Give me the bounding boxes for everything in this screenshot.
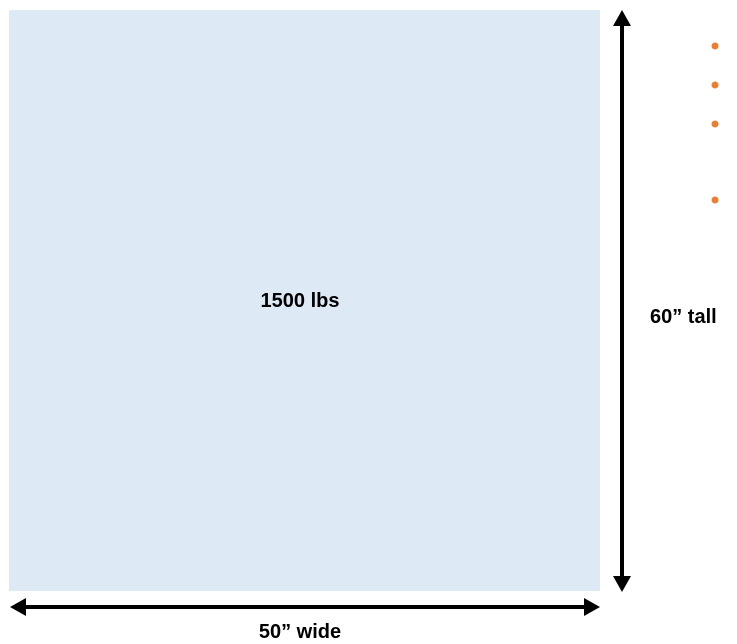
weight-label: 1500 lbs <box>260 290 340 312</box>
height-arrow <box>613 10 631 592</box>
bullet-dot <box>711 81 719 89</box>
height-label: 60” tall <box>650 306 717 328</box>
bullet-dot <box>711 42 719 50</box>
width-arrow-head-right <box>584 598 600 616</box>
width-arrow-head-left <box>10 598 26 616</box>
height-arrow-head-top <box>613 10 631 26</box>
load-box <box>9 10 600 591</box>
width-arrow <box>10 598 600 616</box>
bullet-dot <box>711 120 719 128</box>
bullet-dot <box>711 196 719 204</box>
height-arrow-head-bottom <box>613 576 631 592</box>
width-label: 50” wide <box>258 621 342 643</box>
bullet-list <box>711 42 719 204</box>
